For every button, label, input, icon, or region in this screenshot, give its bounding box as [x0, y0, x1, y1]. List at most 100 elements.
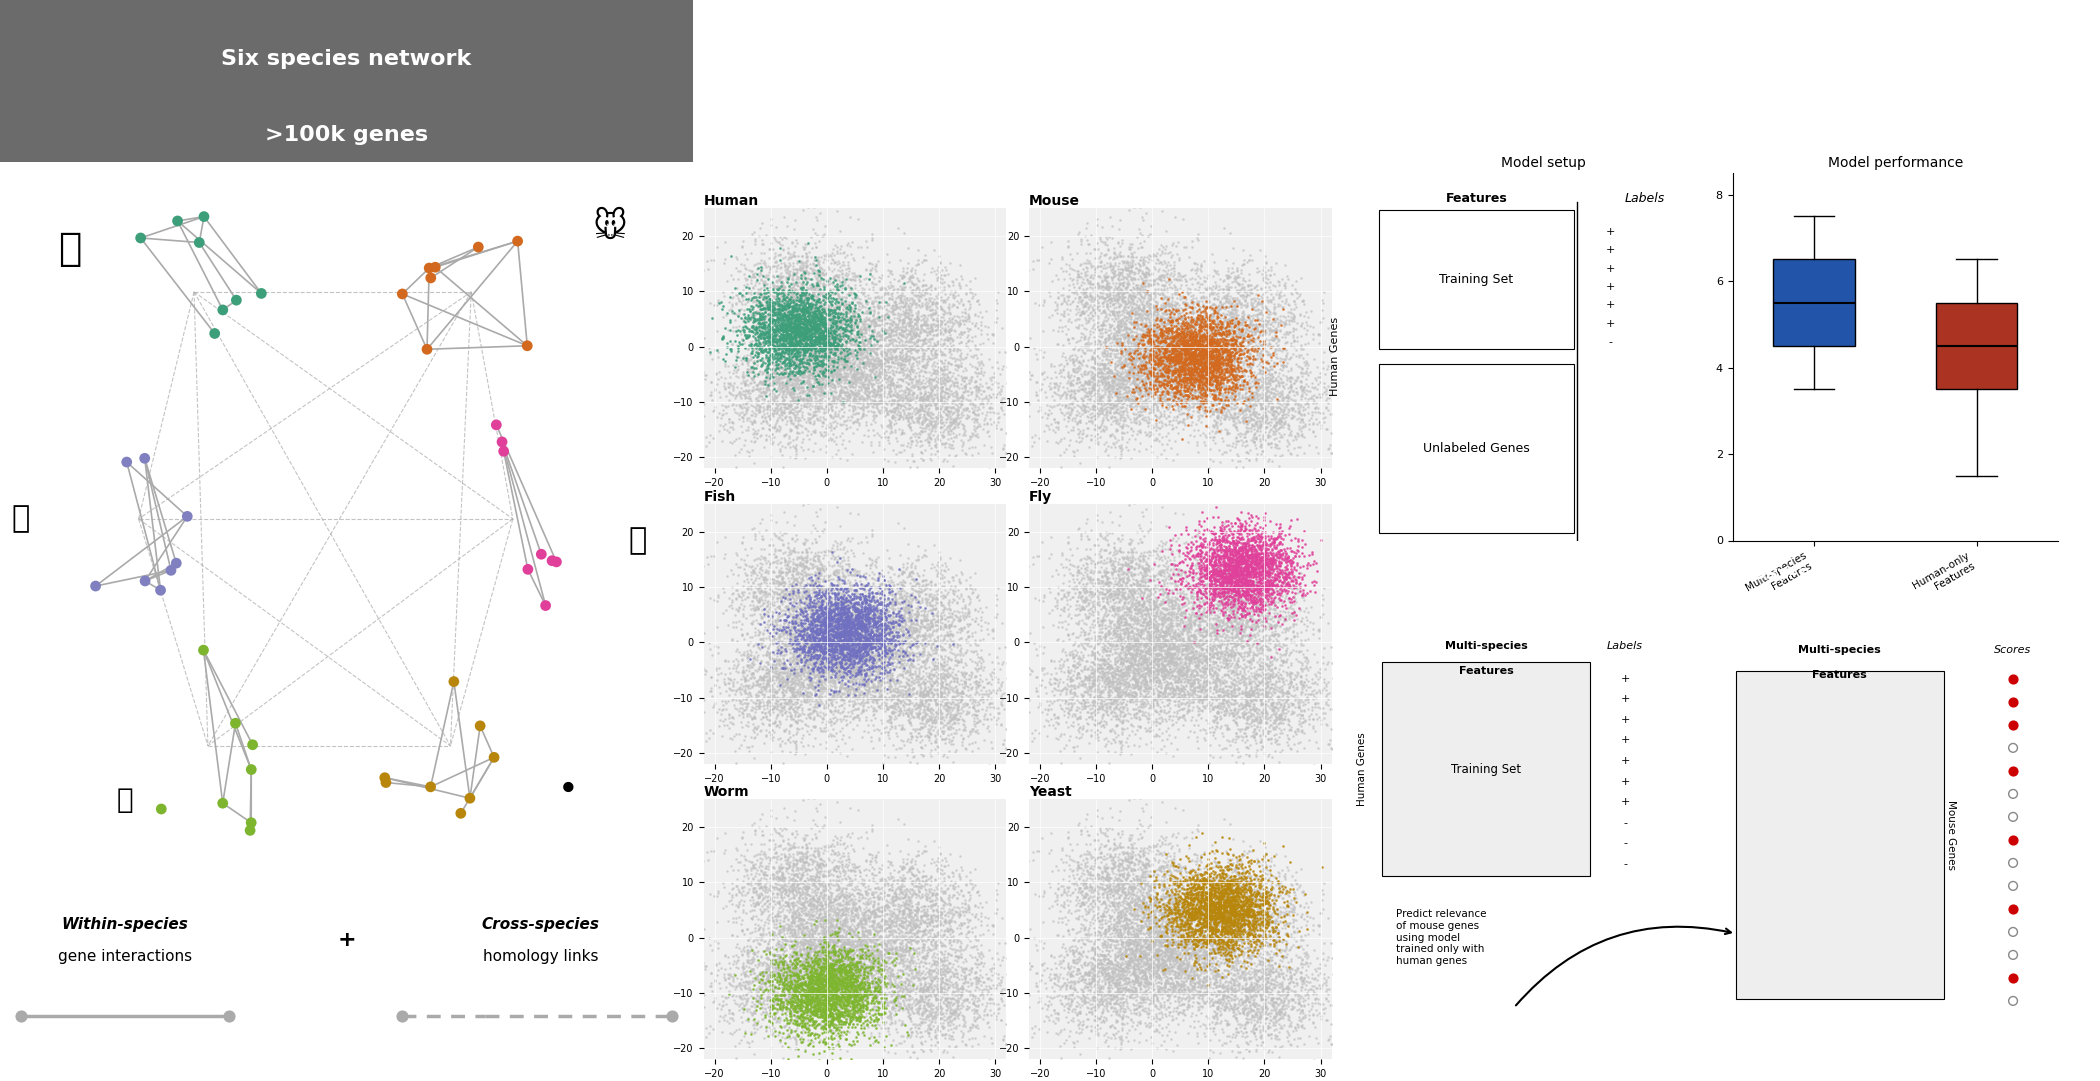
Point — [905, 627, 939, 644]
Point — [1151, 882, 1184, 899]
Point — [876, 925, 909, 943]
Point — [815, 539, 848, 557]
Point — [1153, 270, 1186, 288]
Point — [1182, 333, 1216, 350]
Point — [1212, 371, 1245, 388]
Point — [1136, 365, 1170, 383]
Point — [1199, 571, 1233, 588]
Point — [800, 616, 834, 633]
Point — [1231, 989, 1264, 1006]
Point — [794, 413, 827, 430]
Point — [1195, 908, 1228, 925]
Point — [1140, 355, 1174, 372]
Point — [928, 910, 962, 927]
Point — [1214, 307, 1247, 324]
Point — [792, 345, 825, 362]
Point — [903, 311, 937, 329]
Point — [800, 601, 834, 618]
Point — [939, 446, 972, 464]
Point — [1170, 609, 1203, 626]
Point — [830, 963, 863, 980]
Point — [1203, 902, 1237, 919]
Point — [752, 919, 785, 936]
Point — [756, 950, 790, 967]
Point — [1161, 320, 1195, 337]
Point — [1069, 568, 1103, 585]
Point — [1079, 602, 1113, 619]
Point — [781, 370, 815, 387]
Point — [903, 879, 937, 896]
Point — [1174, 336, 1208, 353]
Point — [1153, 593, 1186, 611]
Point — [781, 639, 815, 656]
Point — [1136, 696, 1170, 713]
Point — [1176, 909, 1210, 926]
Point — [1096, 851, 1130, 868]
Point — [817, 652, 850, 669]
Point — [890, 695, 924, 712]
Point — [844, 408, 878, 425]
Point — [819, 320, 853, 337]
Point — [1212, 384, 1245, 401]
Point — [739, 822, 773, 839]
Point — [884, 391, 918, 409]
Point — [764, 923, 798, 940]
Point — [783, 916, 817, 933]
Point — [926, 724, 960, 742]
Point — [899, 393, 932, 411]
Point — [830, 974, 863, 991]
Point — [1140, 342, 1174, 359]
Point — [1237, 905, 1270, 922]
Point — [874, 1005, 907, 1023]
Point — [1134, 365, 1168, 383]
Point — [865, 395, 899, 412]
Point — [792, 1004, 825, 1022]
Point — [722, 404, 756, 422]
Point — [718, 952, 752, 970]
Point — [836, 309, 869, 326]
Point — [941, 999, 974, 1016]
Point — [1094, 271, 1128, 289]
Point — [844, 979, 878, 997]
Point — [775, 366, 808, 384]
Point — [972, 386, 1006, 403]
Point — [802, 873, 836, 891]
Point — [758, 232, 792, 250]
Point — [762, 637, 796, 654]
Point — [1159, 374, 1193, 391]
Point — [819, 627, 853, 644]
Point — [1285, 396, 1319, 413]
Point — [1084, 396, 1117, 413]
Point — [804, 984, 838, 1001]
Point — [819, 966, 853, 984]
Point — [901, 585, 934, 602]
Point — [1197, 365, 1231, 383]
Point — [838, 1001, 872, 1018]
Point — [1254, 345, 1287, 362]
Point — [1144, 343, 1178, 360]
Point — [1277, 338, 1310, 356]
Point — [1239, 626, 1273, 643]
Point — [819, 664, 853, 681]
Point — [1119, 426, 1153, 443]
Point — [1193, 935, 1226, 952]
Point — [903, 890, 937, 907]
Point — [869, 943, 903, 960]
Point — [1163, 662, 1197, 679]
Point — [1119, 395, 1153, 412]
Point — [916, 304, 949, 321]
Point — [1151, 337, 1184, 355]
Point — [1283, 668, 1317, 685]
Point — [1243, 577, 1277, 595]
Point — [1109, 549, 1142, 566]
Point — [796, 988, 830, 1005]
Point — [863, 903, 897, 920]
Point — [737, 412, 771, 429]
Point — [819, 996, 853, 1013]
Point — [1109, 298, 1142, 316]
Point — [783, 332, 817, 349]
Point — [1176, 353, 1210, 371]
Point — [901, 965, 934, 983]
Point — [746, 704, 779, 721]
Point — [798, 631, 832, 649]
